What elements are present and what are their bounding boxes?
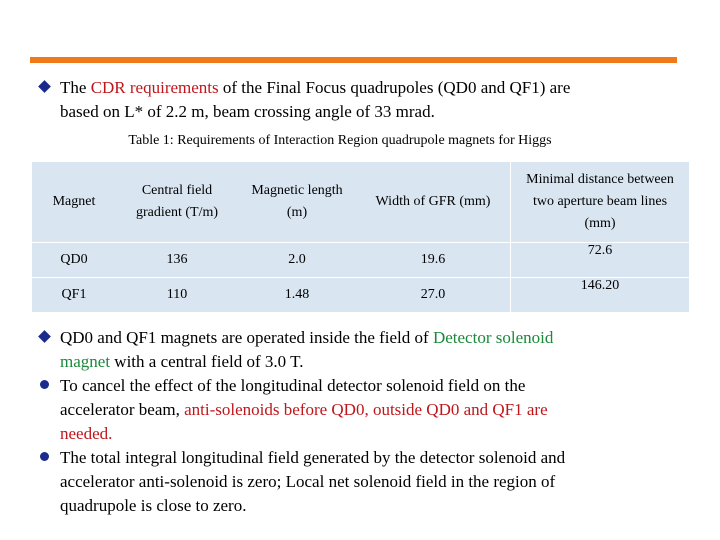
bullet-1-line-2: magnet with a central field of 3.0 T. — [38, 350, 678, 374]
requirements-table: Magnet Central field gradient (T/m) Magne… — [32, 162, 689, 312]
dot-bullet-icon — [38, 446, 60, 470]
cell-min-distance: 146.20 — [511, 278, 689, 312]
intro-line-2: based on L* of 2.2 m, beam crossing angl… — [60, 102, 435, 121]
intro-bullet: The CDR requirements of the Final Focus … — [38, 76, 678, 124]
header-gfr-width: Width of GFR (mm) — [356, 162, 511, 243]
bullet-2-line-2: accelerator beam, anti-solenoids before … — [38, 398, 678, 422]
cell-min-distance: 72.6 — [511, 243, 689, 278]
cell-magnet: QD0 — [32, 243, 116, 278]
intro-line-1: The CDR requirements of the Final Focus … — [38, 76, 678, 100]
bullet-3-line-1: The total integral longitudinal field ge… — [38, 446, 678, 470]
b2-highlight: anti-solenoids before QD0, outside QD0 a… — [184, 400, 548, 419]
table-row: QD0 136 2.0 19.6 72.6 — [32, 243, 689, 278]
b2-prefix: accelerator beam, — [60, 400, 185, 419]
bullet-3-line-3: quadrupole is close to zero. — [60, 496, 247, 515]
cell-gfr-width: 19.6 — [356, 243, 511, 278]
dot-bullet-icon — [38, 374, 60, 398]
table-caption: Table 1: Requirements of Interaction Reg… — [128, 133, 552, 148]
top-accent-bar — [30, 57, 677, 63]
intro-highlight: CDR requirements — [90, 78, 219, 97]
diamond-bullet-icon — [38, 326, 60, 350]
header-gradient: Central field gradient (T/m) — [116, 162, 238, 243]
b1-prefix: QD0 and QF1 magnets are operated inside … — [60, 328, 433, 347]
bullet-3-line-2: accelerator anti-solenoid is zero; Local… — [60, 472, 556, 491]
b1-suffix: with a central field of 3.0 T. — [110, 352, 304, 371]
cell-magnet: QF1 — [32, 278, 116, 312]
b3-text-1: The total integral longitudinal field ge… — [60, 448, 566, 467]
b2-text-1: To cancel the effect of the longitudinal… — [60, 376, 526, 395]
b1-highlight: Detector solenoid — [432, 328, 554, 347]
table-header-row: Magnet Central field gradient (T/m) Magne… — [32, 162, 689, 243]
b1-highlight-2: magnet — [60, 352, 111, 371]
bullet-list: QD0 and QF1 magnets are operated inside … — [38, 326, 678, 518]
header-magnet: Magnet — [32, 162, 116, 243]
header-min-distance: Minimal distance between two aperture bea… — [511, 162, 689, 243]
bullet-2-line-3: needed. — [60, 424, 113, 443]
header-length: Magnetic length (m) — [238, 162, 356, 243]
cell-gradient: 136 — [116, 243, 238, 278]
diamond-bullet-icon — [38, 76, 60, 100]
intro-text-1: The CDR requirements of the Final Focus … — [60, 76, 570, 100]
bullet-2-line-1: To cancel the effect of the longitudinal… — [38, 374, 678, 398]
intro-prefix: The — [60, 78, 91, 97]
cell-gradient: 110 — [116, 278, 238, 312]
bullet-1-line-1: QD0 and QF1 magnets are operated inside … — [38, 326, 678, 350]
intro-suffix: of the Final Focus quadrupoles (QD0 and … — [218, 78, 571, 97]
table-row: QF1 110 1.48 27.0 146.20 — [32, 278, 689, 312]
cell-length: 1.48 — [238, 278, 356, 312]
cell-length: 2.0 — [238, 243, 356, 278]
cell-gfr-width: 27.0 — [356, 278, 511, 312]
